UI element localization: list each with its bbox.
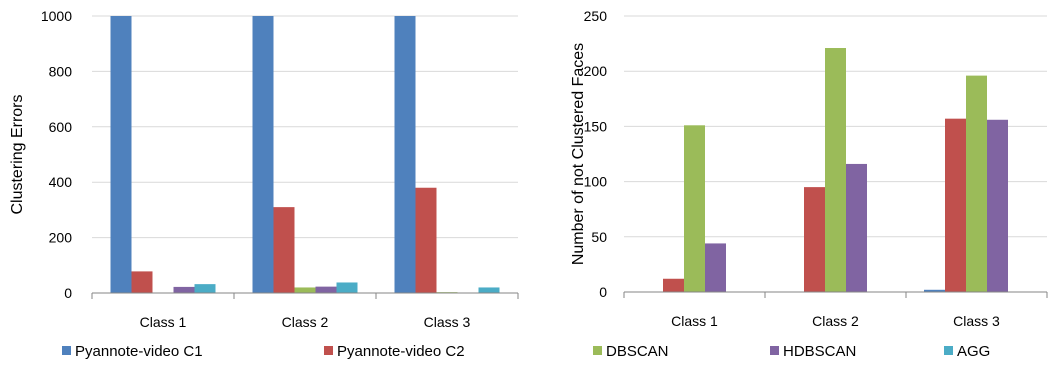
legend: Pyannote-video C1 Pyannote-video C2 DBSCAN… xyxy=(62,343,990,360)
x-tick-label: Class 1 xyxy=(671,313,718,329)
x-tick-label: Class 2 xyxy=(282,314,329,330)
x-tick-label: Class 3 xyxy=(953,313,1000,329)
y-tick-label: 50 xyxy=(591,229,607,245)
legend-label-dbscan: DBSCAN xyxy=(606,343,669,360)
bar-pyannote-video-c2-class-3 xyxy=(415,187,437,293)
legend-label-agg: AGG xyxy=(957,343,990,360)
bar-hdbscan-class-1 xyxy=(705,243,726,292)
y-tick-label: 100 xyxy=(584,174,608,190)
legend-swatch-dbscan xyxy=(593,346,602,355)
not-clustered-faces-chart: 0 50 100 150 200 250 Number of not Clustered F… xyxy=(570,8,1048,329)
bar-hdbscan-class-2 xyxy=(846,163,867,292)
y-tick-label: 400 xyxy=(49,174,73,190)
clustering-errors-chart: 0 200 400 600 800 1000 Clustering Errors Class … xyxy=(9,8,519,330)
y-tick-label: 800 xyxy=(49,63,73,79)
legend-swatch-hdbscan xyxy=(770,346,779,355)
y-tick-label: 250 xyxy=(584,8,608,24)
legend-swatch-pyannote-video-c1 xyxy=(62,346,71,355)
legend-label-pyannote-video-c2: Pyannote-video C2 xyxy=(337,343,465,360)
legend-label-pyannote-video-c1: Pyannote-video C1 xyxy=(75,343,203,360)
x-tick-label: Class 1 xyxy=(140,314,187,330)
y-tick-label: 600 xyxy=(49,119,73,135)
bar-hdbscan-class-3 xyxy=(987,119,1008,292)
bar-agg-class-3 xyxy=(478,287,500,293)
legend-swatch-pyannote-video-c2 xyxy=(324,346,333,355)
y-tick-label: 200 xyxy=(584,63,608,79)
bar-hdbscan-class-1 xyxy=(173,286,195,293)
bar-pyannote-video-c1-class-3 xyxy=(394,16,416,293)
bar-pyannote-video-c1-class-2 xyxy=(252,16,274,293)
bar-dbscan-class-1 xyxy=(684,125,705,293)
bar-pyannote-video-c2-class-1 xyxy=(663,278,684,292)
bar-dbscan-class-3 xyxy=(966,75,987,292)
bar-pyannote-video-c2-class-2 xyxy=(804,187,825,292)
y-tick-label: 200 xyxy=(49,230,73,246)
bar-agg-class-2 xyxy=(336,282,358,293)
y-tick-label: 0 xyxy=(64,285,72,301)
legend-label-hdbscan: HDBSCAN xyxy=(783,343,856,360)
y-tick-label: 150 xyxy=(584,118,608,134)
bar-pyannote-video-c2-class-2 xyxy=(273,207,295,293)
bar-dbscan-class-2 xyxy=(294,287,316,293)
bar-pyannote-video-c2-class-1 xyxy=(131,271,153,293)
bar-dbscan-class-2 xyxy=(825,48,846,293)
bar-agg-class-1 xyxy=(194,284,216,293)
y-tick-label: 0 xyxy=(599,284,607,300)
legend-swatch-agg xyxy=(944,346,953,355)
bar-pyannote-video-c2-class-3 xyxy=(945,118,966,292)
y-tick-label: 1000 xyxy=(41,8,72,24)
y-axis-title: Clustering Errors xyxy=(9,94,26,214)
bar-pyannote-video-c1-class-3 xyxy=(924,289,945,292)
bar-pyannote-video-c1-class-1 xyxy=(110,16,132,293)
x-tick-label: Class 3 xyxy=(424,314,471,330)
x-tick-label: Class 2 xyxy=(812,313,859,329)
y-axis-title: Number of not Clustered Faces xyxy=(570,43,587,265)
bar-hdbscan-class-2 xyxy=(315,286,337,293)
